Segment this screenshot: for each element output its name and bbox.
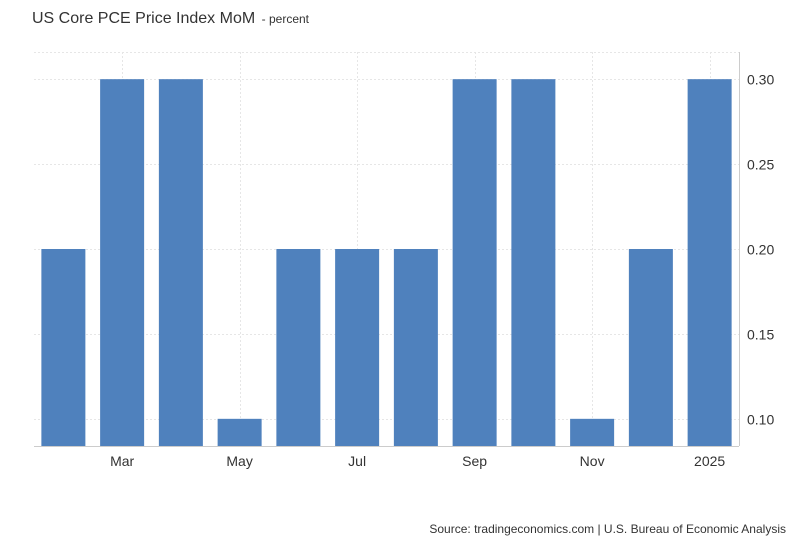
source-note: Source: tradingeconomics.com | U.S. Bure… bbox=[429, 522, 786, 536]
x-tick-label: May bbox=[226, 453, 252, 469]
chart-title-block: US Core PCE Price Index MoM - percent bbox=[32, 10, 309, 28]
bar-mar-2024 bbox=[100, 79, 145, 446]
bar-dec-2024 bbox=[628, 249, 673, 446]
y-tick-label: 0.30 bbox=[747, 72, 774, 88]
x-tick-label: Nov bbox=[580, 453, 605, 469]
x-tick-label: Mar bbox=[110, 453, 134, 469]
x-tick-label: Jul bbox=[348, 453, 366, 469]
chart-subtitle: - percent bbox=[261, 12, 309, 26]
bar-feb-2024 bbox=[41, 249, 86, 446]
y-tick-label: 0.10 bbox=[747, 412, 774, 428]
y-tick-label: 0.20 bbox=[747, 242, 774, 258]
bar-nov-2024 bbox=[570, 418, 615, 446]
bar-aug-2024 bbox=[393, 249, 438, 446]
bar-sep-2024 bbox=[452, 79, 497, 446]
bar-jan-2025 bbox=[687, 79, 732, 446]
bar-jul-2024 bbox=[335, 249, 380, 446]
x-tick-label: Sep bbox=[462, 453, 487, 469]
chart-title: US Core PCE Price Index MoM bbox=[32, 10, 256, 27]
bar-may-2024 bbox=[217, 418, 262, 446]
x-tick-label: 2025 bbox=[694, 453, 725, 469]
bar-oct-2024 bbox=[511, 79, 556, 446]
bar-jun-2024 bbox=[276, 249, 321, 446]
y-tick-label: 0.15 bbox=[747, 327, 774, 343]
y-tick-label: 0.25 bbox=[747, 157, 774, 173]
bar-apr-2024 bbox=[158, 79, 203, 446]
